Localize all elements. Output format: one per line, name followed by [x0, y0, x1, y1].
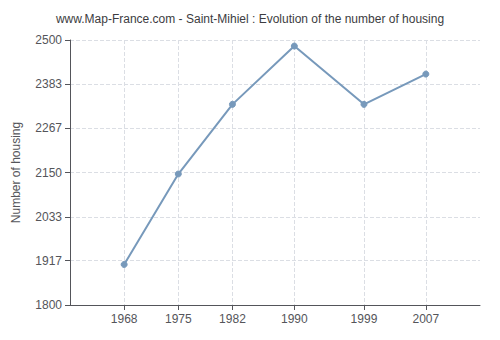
svg-text:1982: 1982: [219, 312, 246, 326]
svg-text:2383: 2383: [35, 77, 62, 91]
svg-text:1975: 1975: [165, 312, 192, 326]
svg-text:2267: 2267: [35, 121, 62, 135]
svg-text:1800: 1800: [35, 298, 62, 312]
svg-text:1990: 1990: [281, 312, 308, 326]
svg-text:1968: 1968: [111, 312, 138, 326]
svg-text:2033: 2033: [35, 210, 62, 224]
svg-text:2007: 2007: [412, 312, 439, 326]
svg-text:2150: 2150: [35, 166, 62, 180]
svg-text:1999: 1999: [351, 312, 378, 326]
svg-text:www.Map-France.com - Saint-Mih: www.Map-France.com - Saint-Mihiel : Evol…: [55, 12, 444, 26]
svg-text:1917: 1917: [35, 254, 62, 268]
svg-text:Number of housing: Number of housing: [9, 122, 23, 223]
svg-text:2500: 2500: [35, 33, 62, 47]
